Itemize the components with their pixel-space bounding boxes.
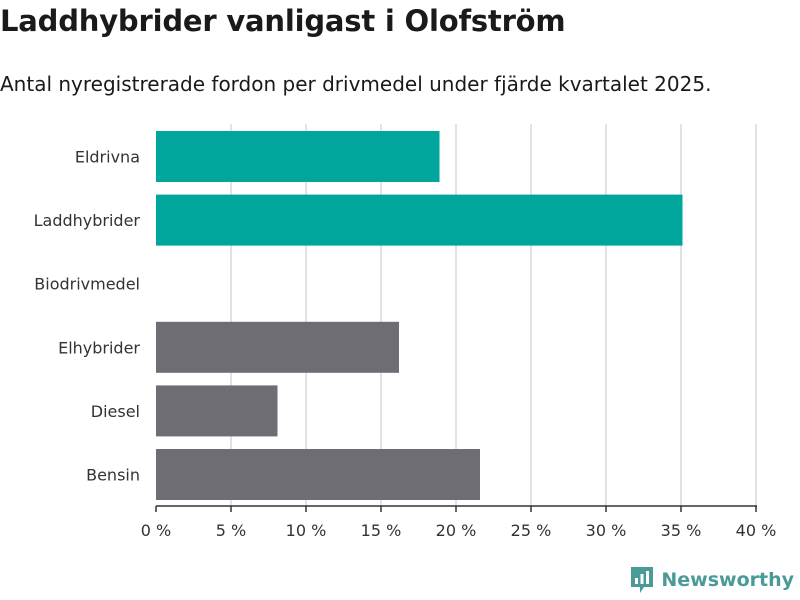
category-label: Biodrivmedel bbox=[34, 275, 140, 294]
category-labels: Eldrivna Laddhybrider Biodrivmedel Elhybrid… bbox=[34, 148, 141, 485]
x-tick-label: 0 % bbox=[141, 521, 171, 540]
grid-lines bbox=[230, 124, 757, 506]
x-tick-label: 30 % bbox=[586, 521, 627, 540]
bar-bensin bbox=[156, 449, 480, 500]
brand-name: Newsworthy bbox=[661, 569, 794, 591]
x-axis: 0 % 5 % 10 % 15 % 20 % 25 % 30 % 35 % 40 % bbox=[141, 505, 777, 540]
category-label: Laddhybrider bbox=[34, 211, 141, 230]
bar-diesel bbox=[156, 385, 278, 437]
chart-subtitle: Antal nyregistrerade fordon per drivmede… bbox=[0, 72, 712, 96]
x-tick-label: 25 % bbox=[511, 521, 552, 540]
chart-title: Laddhybrider vanligast i Olofström bbox=[0, 4, 566, 38]
bar-elhybrider bbox=[156, 321, 399, 373]
x-tick-label: 40 % bbox=[736, 521, 777, 540]
brand: Newsworthy bbox=[629, 565, 794, 595]
bar-eldrivna bbox=[156, 131, 440, 182]
x-tick-label: 20 % bbox=[436, 521, 477, 540]
bars bbox=[156, 131, 683, 500]
x-tick-label: 15 % bbox=[361, 521, 402, 540]
category-label: Diesel bbox=[91, 402, 140, 421]
newsworthy-logo-icon bbox=[631, 567, 654, 593]
category-label: Bensin bbox=[86, 466, 140, 485]
x-tick-label: 5 % bbox=[216, 521, 246, 540]
x-tick-label: 35 % bbox=[661, 521, 702, 540]
x-tick-label: 10 % bbox=[286, 521, 327, 540]
category-label: Elhybrider bbox=[58, 338, 140, 357]
category-label: Eldrivna bbox=[75, 148, 140, 167]
bar-laddhybrider bbox=[156, 194, 683, 246]
